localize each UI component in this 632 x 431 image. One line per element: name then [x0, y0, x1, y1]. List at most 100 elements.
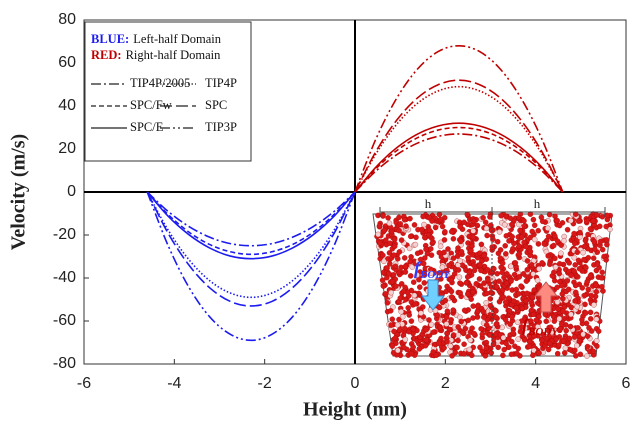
molecule: [449, 353, 455, 359]
molecule: [483, 322, 490, 328]
molecule: [471, 330, 477, 337]
molecule: [401, 255, 408, 261]
molecule: [467, 337, 474, 343]
series-line: [146, 191, 356, 299]
molecule: [448, 294, 455, 300]
x-tick-label: 0: [351, 375, 360, 392]
molecule: [575, 325, 581, 331]
molecule: [483, 300, 489, 306]
molecule: [461, 351, 467, 357]
molecule: [468, 247, 474, 254]
molecule: [398, 308, 404, 315]
molecule: [571, 254, 578, 261]
molecule: [389, 343, 396, 349]
molecule: [519, 305, 526, 312]
molecule: [400, 288, 407, 295]
molecule: [550, 313, 557, 320]
molecule: [584, 278, 590, 285]
molecule: [607, 226, 613, 233]
molecule: [591, 246, 598, 252]
molecule: [444, 267, 450, 274]
molecule: [501, 221, 508, 228]
molecule: [554, 350, 561, 357]
molecule: [579, 316, 585, 323]
molecule: [493, 314, 499, 320]
molecule: [407, 215, 413, 222]
series-line: [146, 191, 356, 256]
molecule: [524, 258, 531, 264]
molecule: [541, 241, 548, 247]
molecule: [411, 292, 418, 299]
molecule: [531, 222, 538, 229]
molecule: [535, 241, 542, 247]
molecule: [509, 314, 515, 320]
force-label: fBODY: [522, 315, 559, 337]
molecule: [540, 331, 547, 338]
molecule: [484, 266, 491, 273]
molecule: [593, 316, 600, 322]
molecule: [597, 238, 604, 245]
molecule: [502, 316, 509, 323]
molecule: [523, 298, 529, 304]
y-tick-label: -20: [53, 226, 76, 243]
molecule: [436, 270, 443, 276]
molecule: [437, 325, 444, 331]
molecule: [556, 261, 563, 267]
molecule: [407, 258, 413, 265]
molecule: [520, 271, 527, 277]
force-arrow-up: [533, 281, 559, 313]
molecule: [380, 213, 386, 219]
molecule: [419, 226, 425, 233]
molecule: [568, 311, 574, 318]
width-label: h: [534, 196, 541, 211]
y-tick-label: 20: [58, 140, 76, 157]
molecule: [574, 249, 581, 256]
molecule: [384, 300, 391, 306]
molecule: [551, 242, 557, 249]
molecule: [412, 241, 419, 248]
molecule: [465, 255, 471, 261]
molecule: [586, 325, 592, 331]
series-line: [146, 191, 356, 307]
molecule: [487, 296, 494, 302]
molecule: [443, 314, 450, 320]
molecule: [398, 237, 405, 243]
force-arrow-down: [420, 279, 446, 311]
molecule: [595, 328, 602, 334]
molecule: [444, 308, 451, 314]
molecule: [524, 290, 530, 297]
molecule: [495, 344, 501, 351]
molecule: [528, 300, 535, 306]
molecule: [483, 345, 490, 351]
molecule: [407, 233, 414, 240]
molecule: [470, 289, 476, 295]
molecule: [444, 338, 450, 345]
molecule: [403, 223, 409, 229]
molecule: [581, 292, 588, 299]
molecule: [423, 337, 430, 343]
molecule: [508, 351, 515, 358]
molecule: [480, 214, 486, 221]
molecule: [545, 346, 552, 353]
molecule: [439, 223, 446, 230]
molecule: [599, 213, 606, 220]
molecule: [545, 225, 551, 231]
molecule: [450, 236, 457, 242]
molecule: [470, 234, 477, 241]
molecule: [560, 338, 567, 344]
molecule: [585, 254, 592, 261]
y-tick-label: 0: [67, 183, 76, 200]
molecule: [455, 337, 461, 344]
molecule: [560, 308, 566, 315]
molecule: [526, 343, 533, 350]
molecule: [572, 262, 578, 268]
molecule: [516, 250, 523, 257]
molecule: [483, 225, 490, 232]
molecule: [599, 269, 605, 276]
molecule: [519, 234, 525, 240]
molecule: [391, 328, 397, 335]
molecule: [401, 217, 408, 223]
molecule: [421, 271, 428, 278]
molecule: [386, 270, 392, 277]
molecule: [524, 266, 531, 273]
